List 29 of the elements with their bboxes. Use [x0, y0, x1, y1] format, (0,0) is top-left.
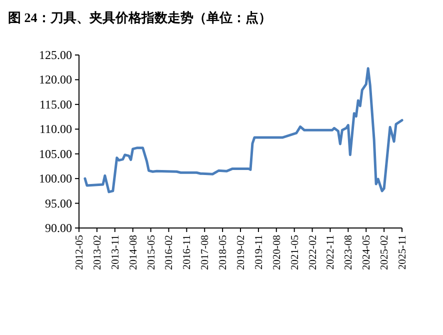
line-series	[84, 67, 404, 194]
x-tick-label: 2015-05	[146, 235, 158, 270]
x-tick-label: 2022-11	[326, 235, 337, 270]
x-tick-label: 2016-02	[164, 235, 176, 270]
x-tick-label: 2016-11	[182, 235, 194, 270]
x-tick-label: 2024-05	[362, 235, 373, 270]
chart-title: 图 24：刀具、夹具价格指数走势（单位：点）	[8, 10, 272, 25]
x-tick-label: 2021-05	[290, 235, 301, 270]
x-tick-label: 2025-02	[380, 235, 391, 270]
y-tick-label: 110.00	[39, 122, 72, 136]
y-tick-label: 125.00	[39, 48, 72, 62]
x-tick-label: 2023-08	[344, 235, 355, 270]
y-tick-label: 120.00	[39, 72, 72, 87]
x-tick-label: 2017-08	[200, 235, 212, 270]
x-tick-label: 2022-02	[308, 235, 319, 270]
x-tick-label: 2020-08	[272, 235, 283, 270]
x-tick-label: 2018-05	[218, 235, 230, 270]
y-tick-label: 90.00	[45, 221, 72, 235]
y-tick-label: 105.00	[39, 146, 72, 161]
x-tick-label: 2019-11	[254, 235, 265, 270]
x-tick-label: 2013-02	[92, 235, 104, 270]
x-tick-label: 2013-11	[110, 235, 122, 270]
x-tick-label: 2025-11	[398, 235, 408, 270]
y-tick-label: 95.00	[45, 196, 72, 210]
x-tick-label: 2012-05	[74, 235, 86, 270]
y-tick-label: 100.00	[39, 172, 72, 186]
x-tick-label: 2019-02	[236, 235, 247, 270]
x-tick-label: 2014-08	[128, 235, 140, 270]
y-tick-label: 115.00	[39, 97, 72, 112]
